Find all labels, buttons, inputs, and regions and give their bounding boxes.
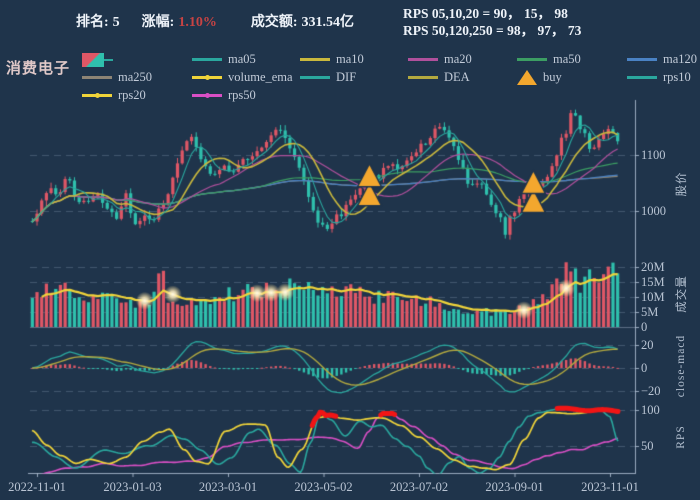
legend-label: DEA: [444, 70, 470, 84]
legend-item-candlestick: [82, 52, 113, 67]
legend-item-ma10: ma10: [300, 52, 364, 67]
rps-summary: RPS 05,10,20 = 90， 15， 98 RPS 50,120,250…: [403, 5, 581, 39]
legend-label: ma50: [553, 52, 581, 66]
legend-item-ma250: ma250: [82, 70, 152, 85]
y-tick-price: 1000: [641, 204, 666, 218]
y-tick-volume: 20M: [641, 260, 665, 274]
rps-axis-title: RPS: [675, 425, 687, 449]
legend-line-swatch: [300, 58, 330, 61]
legend-item-ma20: ma20: [408, 52, 472, 67]
legend-line-swatch: [300, 76, 330, 79]
legend-item-ma05: ma05: [192, 52, 256, 67]
rps-summary-line1: RPS 05,10,20 = 90， 15， 98: [403, 6, 568, 21]
x-tick-date: 2023-01-03: [103, 480, 162, 494]
legend-label: ma250: [118, 70, 153, 84]
x-tick-date: 2023-05-02: [294, 480, 353, 494]
legend-line-swatch: [627, 76, 657, 79]
y-tick-price: 1100: [641, 148, 666, 162]
sector-label: 消费电子: [6, 61, 71, 77]
buy-arrow-icon: [517, 70, 537, 85]
y-tick-volume: 0: [641, 320, 648, 334]
legend-line-swatch: [192, 58, 222, 61]
legend-line-swatch: [627, 58, 657, 61]
x-tick-date: 2023-03-01: [198, 480, 258, 494]
legend-label: ma120: [663, 52, 698, 66]
legend-item-DIF: DIF: [300, 70, 356, 85]
price-axis-title: 股价: [676, 171, 688, 197]
turnover-label: 成交额:: [250, 15, 298, 30]
header-stats: 排名: 5 涨幅: 1.10% 成交额: 331.54亿: [76, 11, 354, 31]
legend-label: ma05: [228, 52, 256, 66]
legend-line-swatch: [82, 93, 112, 98]
y-tick-macd: 20: [641, 338, 654, 352]
y-tick-rps: 50: [641, 439, 654, 453]
change-value: 1.10%: [178, 15, 217, 30]
rank-label: 排名:: [76, 15, 109, 30]
legend-item-rps50: rps50: [192, 88, 256, 103]
legend-item-ma50: ma50: [517, 52, 581, 67]
legend-item-ma120: ma120: [627, 52, 697, 67]
legend-label: ma10: [336, 52, 364, 66]
y-tick-volume: 10M: [641, 290, 665, 304]
legend-line-swatch: [517, 58, 547, 61]
legend-label: rps10: [663, 70, 691, 84]
y-tick-rps: 100: [641, 403, 660, 417]
rps-summary-line2: RPS 50,120,250 = 98， 97， 73: [403, 23, 582, 38]
legend-line-swatch: [82, 76, 112, 79]
legend-line-swatch: [192, 93, 222, 98]
rank-value: 5: [112, 15, 120, 30]
legend-line-swatch: [408, 58, 438, 61]
legend-item-rps10: rps10: [627, 70, 691, 85]
y-tick-volume: 15M: [641, 275, 665, 289]
legend-line-swatch: [408, 76, 438, 79]
x-tick-date: 2022-11-01: [8, 480, 66, 494]
legend-label: DIF: [336, 70, 357, 84]
y-tick-macd: 0: [641, 361, 648, 375]
x-tick-date: 2023-09-01: [485, 480, 544, 494]
legend-item-buy: buy: [517, 70, 562, 85]
turnover-value: 331.54亿: [301, 15, 355, 30]
legend-label: buy: [543, 70, 562, 84]
legend-item-DEA: DEA: [408, 70, 470, 85]
macd-axis-title: close-macd: [675, 334, 687, 398]
legend-label: volume_ema: [228, 70, 293, 84]
y-tick-volume: 5M: [641, 305, 659, 319]
volume-axis-title: 成交量: [676, 275, 688, 313]
y-tick-macd: −20: [641, 384, 661, 398]
legend-label: ma20: [444, 52, 472, 66]
legend-item-volume_ema: volume_ema: [192, 70, 293, 85]
legend-label: rps20: [118, 88, 146, 102]
legend-item-rps20: rps20: [82, 88, 146, 103]
legend-line-swatch: [192, 75, 222, 80]
legend-label: rps50: [228, 88, 256, 102]
candlestick-legend-icon: [82, 52, 113, 67]
x-tick-date: 2023-07-02: [389, 480, 449, 494]
x-tick-date: 2023-11-01: [581, 480, 639, 494]
change-label: 涨幅:: [141, 15, 175, 30]
